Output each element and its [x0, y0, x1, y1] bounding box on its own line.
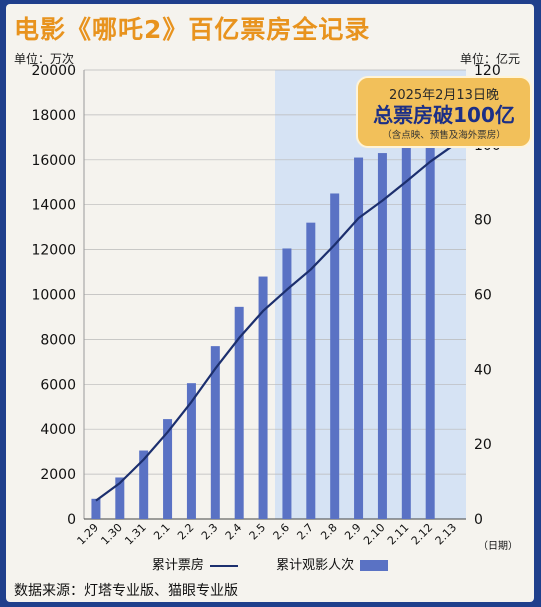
right-tick-label: 0: [474, 512, 483, 528]
left-tick-label: 18000: [31, 108, 76, 124]
left-tick-label: 8000: [40, 332, 76, 348]
bar-2.2: [186, 383, 196, 519]
left-tick-label: 4000: [40, 422, 76, 438]
x-tick-label: 2.2: [175, 521, 197, 543]
callout-headline: 总票房破100亿: [373, 103, 515, 127]
bar-2.5: [258, 276, 268, 519]
x-tick-label: 2.12: [409, 521, 436, 548]
x-tick-label: 2.7: [294, 521, 316, 543]
right-tick-label: 60: [474, 288, 492, 304]
bar-2.8: [330, 193, 340, 519]
right-tick-label: 120: [474, 63, 501, 79]
legend-line-label: 累计票房: [151, 558, 204, 573]
legend: 累计票房 累计观影人次: [6, 554, 534, 573]
bar-2.11: [401, 138, 411, 519]
left-tick-label: 14000: [31, 198, 76, 214]
bar-2.4: [234, 306, 244, 519]
x-tick-label: 2.6: [270, 521, 292, 543]
bar-2.3: [210, 346, 220, 519]
chart-card: 电影《哪吒2》百亿票房全记录 单位：万次 单位：亿元 0 2000 4000 6000…: [6, 4, 534, 602]
right-tick-label: 20: [474, 437, 492, 453]
x-tick-label: 2.11: [385, 521, 412, 548]
chart-title: 电影《哪吒2》百亿票房全记录: [14, 15, 371, 44]
x-tick-label: 2.1: [151, 521, 173, 543]
bar-2.12: [425, 135, 435, 520]
x-tick-label: 2.3: [199, 521, 221, 543]
left-tick-label: 0: [67, 512, 76, 528]
x-tick-label: 2.13: [433, 521, 460, 548]
callout-note: （含点映、预售及海外票房）: [382, 130, 506, 141]
left-tick-label: 20000: [31, 63, 76, 79]
x-tick-label: 2.5: [247, 521, 269, 543]
x-axis-unit: （日期）: [478, 540, 518, 552]
bar-2.9: [354, 157, 364, 519]
x-tick-label: 1.30: [98, 521, 125, 548]
bar-2.6: [282, 248, 292, 520]
data-source: 数据来源：灯塔专业版、猫眼专业版: [14, 583, 238, 599]
right-axis-unit: 单位：亿元: [459, 52, 520, 66]
legend-bar-key: [360, 560, 389, 571]
bar-1.29: [91, 498, 101, 519]
bar-2.10: [377, 153, 387, 519]
box-office-line: [95, 143, 455, 502]
left-tick-label: 6000: [40, 377, 76, 393]
right-tick-label: 40: [474, 362, 492, 378]
x-tick-label: 2.10: [361, 521, 388, 548]
x-tick-label: 1.31: [122, 521, 149, 548]
x-tick-label: 1.29: [75, 521, 102, 548]
left-tick-label: 12000: [31, 243, 76, 259]
bar-2.1: [163, 419, 173, 519]
legend-line-key: [209, 564, 238, 567]
right-tick-label: 80: [474, 213, 492, 229]
left-axis-unit: 单位：万次: [14, 52, 75, 66]
left-tick-label: 16000: [31, 153, 76, 169]
x-tick-label: 2.9: [342, 521, 364, 543]
bar-1.31: [139, 450, 149, 519]
milestone-callout: 2025年2月13日晚 总票房破100亿 （含点映、预售及海外票房）: [356, 76, 532, 148]
left-tick-label: 10000: [31, 288, 76, 304]
bar-1.30: [115, 477, 125, 519]
left-tick-label: 2000: [40, 467, 76, 483]
x-tick-label: 2.8: [318, 521, 340, 543]
x-tick-label: 2.4: [223, 521, 245, 543]
callout-date: 2025年2月13日晚: [389, 88, 499, 103]
legend-bar-label: 累计观影人次: [276, 558, 355, 573]
bar-2.7: [306, 222, 316, 519]
